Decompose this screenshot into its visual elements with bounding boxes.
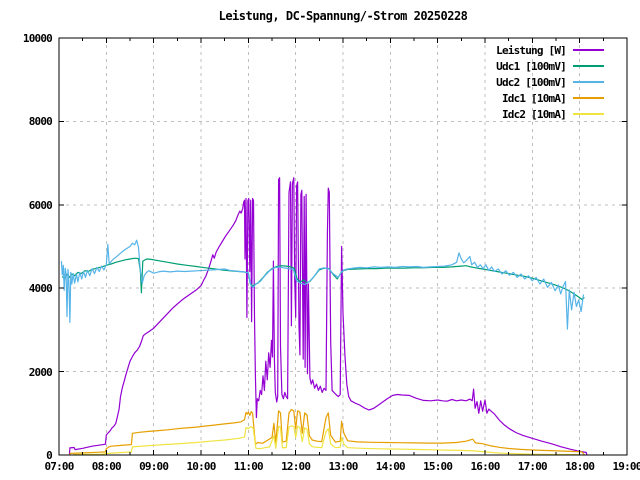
- y-tick-label: 6000: [28, 198, 53, 212]
- legend-line-sample: [573, 97, 604, 99]
- series-line-leistung: [68, 177, 588, 455]
- x-tick-label: 11:00: [233, 460, 264, 473]
- series-line-udc2: [60, 239, 585, 330]
- legend-item-label: Idc1 [10mA]: [501, 91, 567, 105]
- x-tick-label: 08:00: [91, 460, 122, 473]
- x-tick-label: 12:00: [281, 460, 311, 473]
- series-line-udc1: [61, 257, 585, 301]
- y-tick-label: 4000: [28, 282, 53, 296]
- legend-item: Udc2 [100mV]: [496, 74, 604, 90]
- legend-item: Udc1 [100mV]: [496, 58, 604, 74]
- legend-line-sample: [573, 65, 604, 67]
- x-tick-label: 16:00: [470, 460, 500, 473]
- series-line-idc1: [68, 408, 585, 455]
- y-tick-label: 0: [46, 449, 53, 462]
- legend-item: Idc1 [10mA]: [496, 90, 604, 106]
- x-tick-label: 13:00: [328, 460, 358, 473]
- axis-frame: [58, 37, 628, 456]
- legend-item-label: Leistung [W]: [496, 43, 567, 57]
- x-tick-label: 14:00: [375, 460, 406, 473]
- y-tick-label: 2000: [28, 365, 53, 379]
- legend-item-label: Idc2 [10mA]: [501, 107, 567, 121]
- legend-line-sample: [573, 49, 604, 51]
- legend-line-sample: [573, 81, 604, 83]
- chart-legend: Leistung [W] Udc1 [100mV] Udc2 [100mV] Idc1…: [496, 42, 604, 122]
- x-tick-label: 17:00: [517, 460, 548, 473]
- y-tick-label: 8000: [28, 115, 53, 129]
- x-tick-label: 15:00: [423, 460, 453, 473]
- legend-item: Idc2 [10mA]: [496, 106, 604, 122]
- series-lines: [60, 177, 588, 455]
- legend-item: Leistung [W]: [496, 42, 604, 58]
- x-tick-label: 18:00: [565, 460, 595, 473]
- legend-item-label: Udc1 [100mV]: [496, 59, 567, 73]
- x-tick-label: 09:00: [139, 460, 169, 473]
- chart-title: Leistung, DC-Spannung/-Strom 20250228: [218, 9, 468, 23]
- legend-item-label: Udc2 [100mV]: [496, 75, 567, 89]
- y-tick-label: 10000: [22, 32, 53, 45]
- x-tick-label: 07:00: [44, 460, 74, 473]
- x-tick-label: 10:00: [186, 460, 216, 473]
- x-tick-label: 19:00: [612, 460, 640, 473]
- series-line-idc2: [73, 425, 580, 455]
- legend-line-sample: [573, 113, 604, 115]
